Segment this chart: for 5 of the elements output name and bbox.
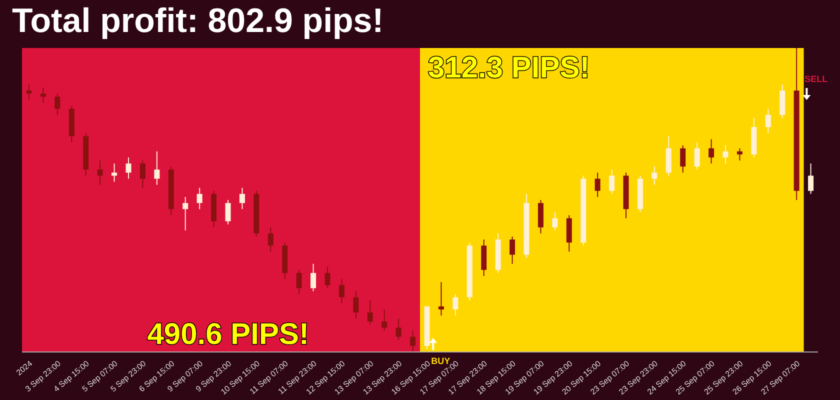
band-label: 490.6 PIPS! — [147, 318, 309, 351]
candlestick — [438, 282, 444, 316]
annotation: SELL — [804, 74, 828, 84]
chart-title: Total profit: 802.9 pips! — [12, 2, 384, 41]
band-label: 312.3 PIPS! — [428, 51, 590, 84]
